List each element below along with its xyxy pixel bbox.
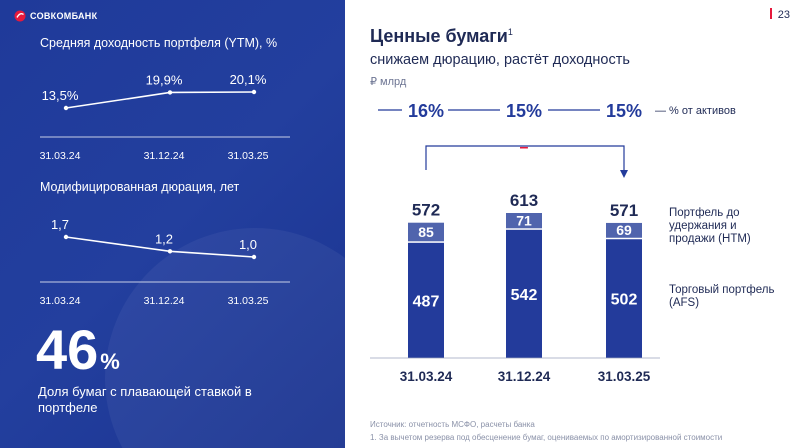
bar-date-label: 31.12.24 — [498, 369, 551, 384]
bar-afs — [606, 239, 642, 358]
floating-rate-unit: % — [100, 349, 120, 374]
duration-chart: 1,7 1,2 1,0 31.03.24 31.12.24 31.03.25 — [40, 217, 290, 307]
bar-total-label: 571 — [610, 201, 638, 220]
ytm-date-label: 31.12.24 — [144, 150, 185, 162]
legend-htm: Портфель до удержания и продажи (HTM) — [669, 207, 751, 245]
dur-point — [63, 234, 69, 240]
bar-htm-label: 85 — [418, 224, 434, 240]
source-note: Источник: отчетность МСФО, расчеты банка — [370, 420, 535, 429]
dur-date-label: 31.03.24 — [40, 295, 81, 307]
bar-afs — [408, 242, 444, 358]
bar-total-label: 613 — [510, 191, 538, 210]
bar-total-label: 572 — [412, 201, 440, 220]
ytm-value-label: 19,9% — [146, 72, 183, 87]
bar-afs-label: 542 — [511, 287, 538, 304]
logo: СОВКОМБАНК — [14, 10, 97, 22]
share-value: 15% — [506, 101, 542, 121]
ytm-date-label: 31.03.24 — [40, 150, 81, 162]
bar-htm-label: 71 — [516, 212, 532, 228]
bar-date-label: 31.03.25 — [598, 369, 651, 384]
ytm-series-line — [65, 91, 255, 109]
page-subtitle: снижаем дюрацию, растёт доходность — [370, 52, 630, 68]
bar-afs-label: 487 — [413, 293, 440, 310]
left-panel: СОВКОМБАНК Средняя доходность портфеля (… — [0, 0, 345, 448]
ytm-title: Средняя доходность портфеля (YTM), % — [40, 36, 278, 50]
page-title-footnote-mark: 1 — [507, 27, 513, 37]
dur-value-label: 1,2 — [155, 231, 173, 246]
ytm-chart: 13,5% 19,9% 20,1% 31.03.24 31.12.24 31.03.25 — [40, 72, 290, 162]
floating-rate-caption: Доля бумаг с плавающей ставкой в портфел… — [38, 384, 252, 415]
share-value: 16% — [408, 101, 444, 121]
dur-date-label: 31.03.25 — [228, 295, 269, 307]
ytm-point — [167, 90, 173, 95]
bar-afs-label: 502 — [611, 292, 638, 309]
bar-afs — [506, 229, 542, 358]
dur-point — [251, 254, 257, 260]
logo-icon — [14, 10, 26, 22]
change-connector — [425, 145, 625, 172]
change-marker: – — [520, 139, 529, 156]
bar-htm — [506, 213, 542, 229]
bar-htm-label: 69 — [616, 222, 632, 238]
bar-htm — [408, 222, 444, 242]
ytm-point — [251, 89, 257, 95]
logo-text: СОВКОМБАНК — [30, 11, 98, 21]
dur-point — [167, 249, 173, 254]
floating-rate-share: 46% — [36, 322, 120, 378]
dur-date-label: 31.12.24 — [144, 295, 185, 307]
bar-date-label: 31.03.24 — [400, 369, 453, 384]
unit-label: ₽ млрд — [370, 76, 407, 88]
page-title: Ценные бумаги1 — [370, 26, 513, 47]
ytm-point — [63, 105, 69, 111]
page-number: 23 — [770, 8, 790, 21]
dur-value-label: 1,0 — [239, 237, 257, 252]
legend-afs: Торговый портфель (AFS) — [669, 284, 775, 309]
page-title-text: Ценные бумаги — [370, 26, 508, 46]
ytm-value-label: 13,5% — [42, 88, 79, 103]
dur-value-label: 1,7 — [51, 217, 69, 232]
bar-htm — [606, 222, 642, 238]
share-legend: — % от активов — [655, 105, 736, 117]
ytm-date-label: 31.03.25 — [228, 150, 269, 162]
footnote: 1. За вычетом резерва под обесценение бу… — [370, 433, 723, 442]
share-value: 15% — [606, 101, 642, 121]
floating-rate-value: 46 — [36, 318, 99, 381]
ytm-value-label: 20,1% — [230, 72, 267, 87]
duration-title: Модифицированная дюрация, лет — [40, 180, 240, 194]
connector-arrowhead — [620, 170, 628, 178]
securities-bar-chart: 16% 15% 15% — % от активов – 487 85 572 542 71… — [370, 101, 736, 384]
